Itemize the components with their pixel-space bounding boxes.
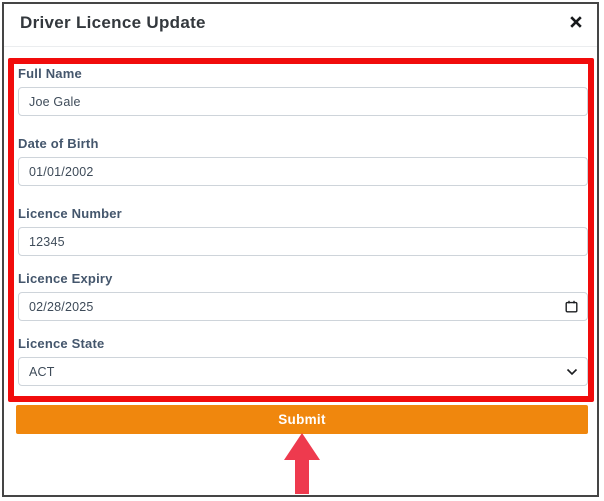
date-of-birth-label: Date of Birth bbox=[18, 136, 99, 151]
close-button[interactable] bbox=[568, 15, 584, 31]
field-date-of-birth: Date of Birth bbox=[18, 136, 588, 186]
modal-title: Driver Licence Update bbox=[20, 13, 206, 32]
field-licence-expiry: Licence Expiry bbox=[18, 271, 588, 321]
licence-form: Full Name Date of Birth Licence Number L… bbox=[18, 66, 588, 386]
calendar-icon[interactable] bbox=[565, 300, 578, 313]
licence-state-select[interactable]: ACT bbox=[18, 357, 588, 386]
header-divider bbox=[4, 46, 597, 47]
date-of-birth-input[interactable] bbox=[18, 157, 588, 186]
submit-button[interactable]: Submit bbox=[16, 405, 588, 434]
field-full-name: Full Name bbox=[18, 66, 588, 116]
licence-number-label: Licence Number bbox=[18, 206, 122, 221]
close-icon bbox=[569, 15, 583, 32]
full-name-input[interactable] bbox=[18, 87, 588, 116]
licence-expiry-label: Licence Expiry bbox=[18, 271, 113, 286]
full-name-label: Full Name bbox=[18, 66, 82, 81]
field-licence-number: Licence Number bbox=[18, 206, 588, 256]
licence-expiry-input[interactable] bbox=[18, 292, 588, 321]
field-licence-state: Licence State ACT bbox=[18, 336, 588, 386]
licence-number-input[interactable] bbox=[18, 227, 588, 256]
licence-state-label: Licence State bbox=[18, 336, 105, 351]
